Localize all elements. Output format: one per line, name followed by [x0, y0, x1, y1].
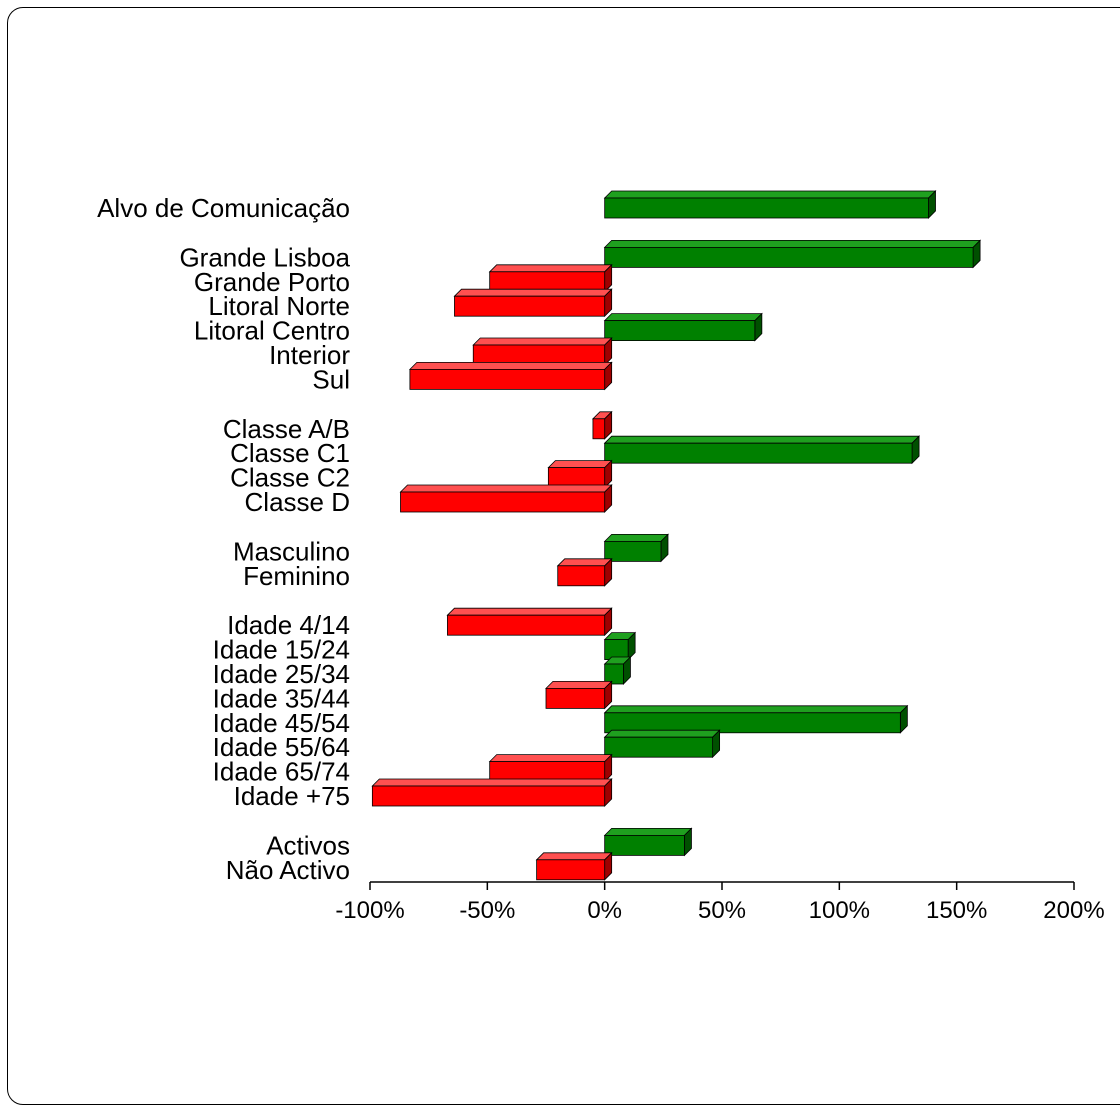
bar-top-face	[371, 778, 613, 787]
bar-4-4	[603, 704, 909, 734]
x-tick-label: 0%	[587, 897, 622, 924]
category-label: Sul	[312, 364, 350, 394]
bar-front-face	[371, 785, 606, 807]
bar-top-face	[488, 264, 613, 273]
x-tick-label: 100%	[809, 897, 870, 924]
x-tick-label: -100%	[335, 897, 404, 924]
bar-4-3	[545, 680, 613, 710]
bar-4-7	[371, 778, 613, 807]
category-label: Idade 35/44	[213, 683, 350, 713]
category-label: Classe D	[245, 487, 350, 517]
x-tick-label: 150%	[926, 897, 987, 924]
bar-top-face	[453, 288, 613, 297]
bar-front-face	[604, 246, 974, 268]
category-label: Alvo de Comunicação	[97, 193, 350, 223]
bar-front-face	[545, 688, 606, 709]
bar-front-face	[604, 663, 624, 685]
bar-1-4	[472, 337, 613, 366]
bar-top-face	[472, 337, 613, 346]
bar-top-face	[535, 852, 613, 861]
bar-front-face	[604, 320, 756, 342]
bar-2-2	[547, 459, 613, 489]
category-label: Grande Porto	[194, 267, 350, 297]
bar-front-face	[536, 859, 606, 881]
bar-front-face	[409, 368, 606, 390]
category-label: Masculino	[233, 536, 350, 566]
category-label: Feminino	[243, 561, 350, 591]
bar-top-face	[603, 313, 763, 322]
x-tick-label: 50%	[698, 897, 746, 924]
bar-top-face	[408, 361, 613, 370]
category-label: Idade 25/34	[213, 659, 350, 689]
bar-2-3	[399, 484, 613, 513]
bar-front-face	[489, 271, 606, 293]
bar-top-face	[547, 460, 613, 469]
category-label: Interior	[269, 340, 350, 370]
bar-front-face	[454, 295, 606, 317]
bar-top-face	[603, 534, 669, 542]
bar-4-0	[446, 607, 613, 637]
category-label: Não Activo	[226, 855, 350, 885]
bars-layer	[371, 190, 982, 881]
bar-4-6	[488, 753, 613, 783]
bar-front-face	[557, 565, 606, 587]
category-label: Idade 15/24	[213, 635, 350, 665]
bar-front-face	[604, 541, 662, 562]
category-label: Activos	[266, 830, 350, 860]
bar-2-0	[591, 410, 613, 440]
bar-front-face	[604, 835, 685, 856]
bar-5-1	[535, 851, 613, 881]
bar-4-2	[603, 656, 632, 685]
bar-2-1	[603, 435, 921, 465]
bar-top-face	[603, 190, 937, 199]
bar-4-5	[603, 729, 721, 759]
bar-top-face	[545, 681, 613, 689]
bar-top-face	[399, 484, 613, 493]
bar-top-face	[603, 828, 693, 836]
category-label: Idade +75	[234, 781, 350, 811]
bar-0-0	[603, 190, 937, 219]
category-label: Classe C1	[230, 438, 350, 468]
bar-4-1	[603, 631, 637, 661]
category-label: Idade 45/54	[213, 708, 350, 738]
category-label: Litoral Norte	[208, 291, 350, 321]
bar-front-face	[604, 197, 929, 219]
bar-top-face	[603, 435, 921, 444]
bar-3-0	[603, 533, 669, 563]
category-label: Idade 65/74	[213, 757, 350, 787]
category-label: Grande Lisboa	[179, 242, 350, 272]
bar-front-face	[604, 442, 913, 464]
bar-top-face	[446, 607, 613, 616]
bar-top-face	[603, 729, 721, 738]
bar-top-face	[603, 705, 909, 714]
bar-top-face	[488, 754, 613, 762]
bar-5-0	[603, 827, 693, 857]
bar-top-face	[556, 558, 613, 567]
category-label: Classe A/B	[223, 414, 350, 444]
bar-front-face	[604, 712, 901, 734]
x-tick-label: 200%	[1043, 897, 1104, 924]
bar-1-2	[453, 288, 613, 318]
bar-1-3	[603, 312, 763, 342]
bar-front-face	[400, 491, 606, 513]
bar-1-0	[603, 239, 982, 269]
category-label: Litoral Centro	[194, 316, 350, 346]
x-axis: -100% -50% 0% 50% 100% 150% 200%	[335, 881, 1105, 924]
bar-1-5	[408, 361, 613, 391]
bar-front-face	[592, 418, 606, 440]
bar-3-1	[556, 557, 613, 587]
bar-top-face	[603, 239, 982, 248]
bar-front-face	[447, 614, 606, 636]
bar-1-1	[488, 263, 613, 293]
category-label: Idade 4/14	[227, 610, 350, 640]
bar-front-face	[604, 736, 714, 758]
category-label: Classe C2	[230, 463, 350, 493]
x-tick-label: -50%	[459, 897, 515, 924]
category-label: Idade 55/64	[213, 732, 350, 762]
